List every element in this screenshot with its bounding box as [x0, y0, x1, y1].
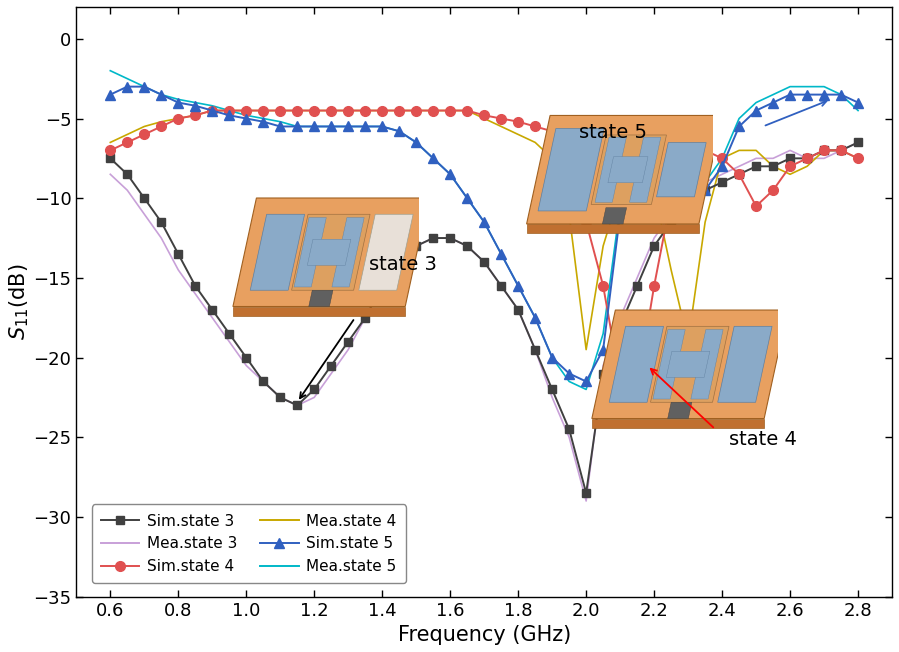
X-axis label: Frequency (GHz): Frequency (GHz)	[397, 625, 571, 645]
Text: state 5: state 5	[579, 123, 647, 141]
Text: state 4: state 4	[729, 430, 797, 449]
Legend: Sim.state 3, Mea.state 3, Sim.state 4, Mea.state 4, Sim.state 5, Mea.state 5: Sim.state 3, Mea.state 3, Sim.state 4, M…	[92, 505, 405, 583]
Text: state 3: state 3	[369, 255, 437, 274]
Y-axis label: $S_{11}$(dB): $S_{11}$(dB)	[7, 263, 31, 340]
